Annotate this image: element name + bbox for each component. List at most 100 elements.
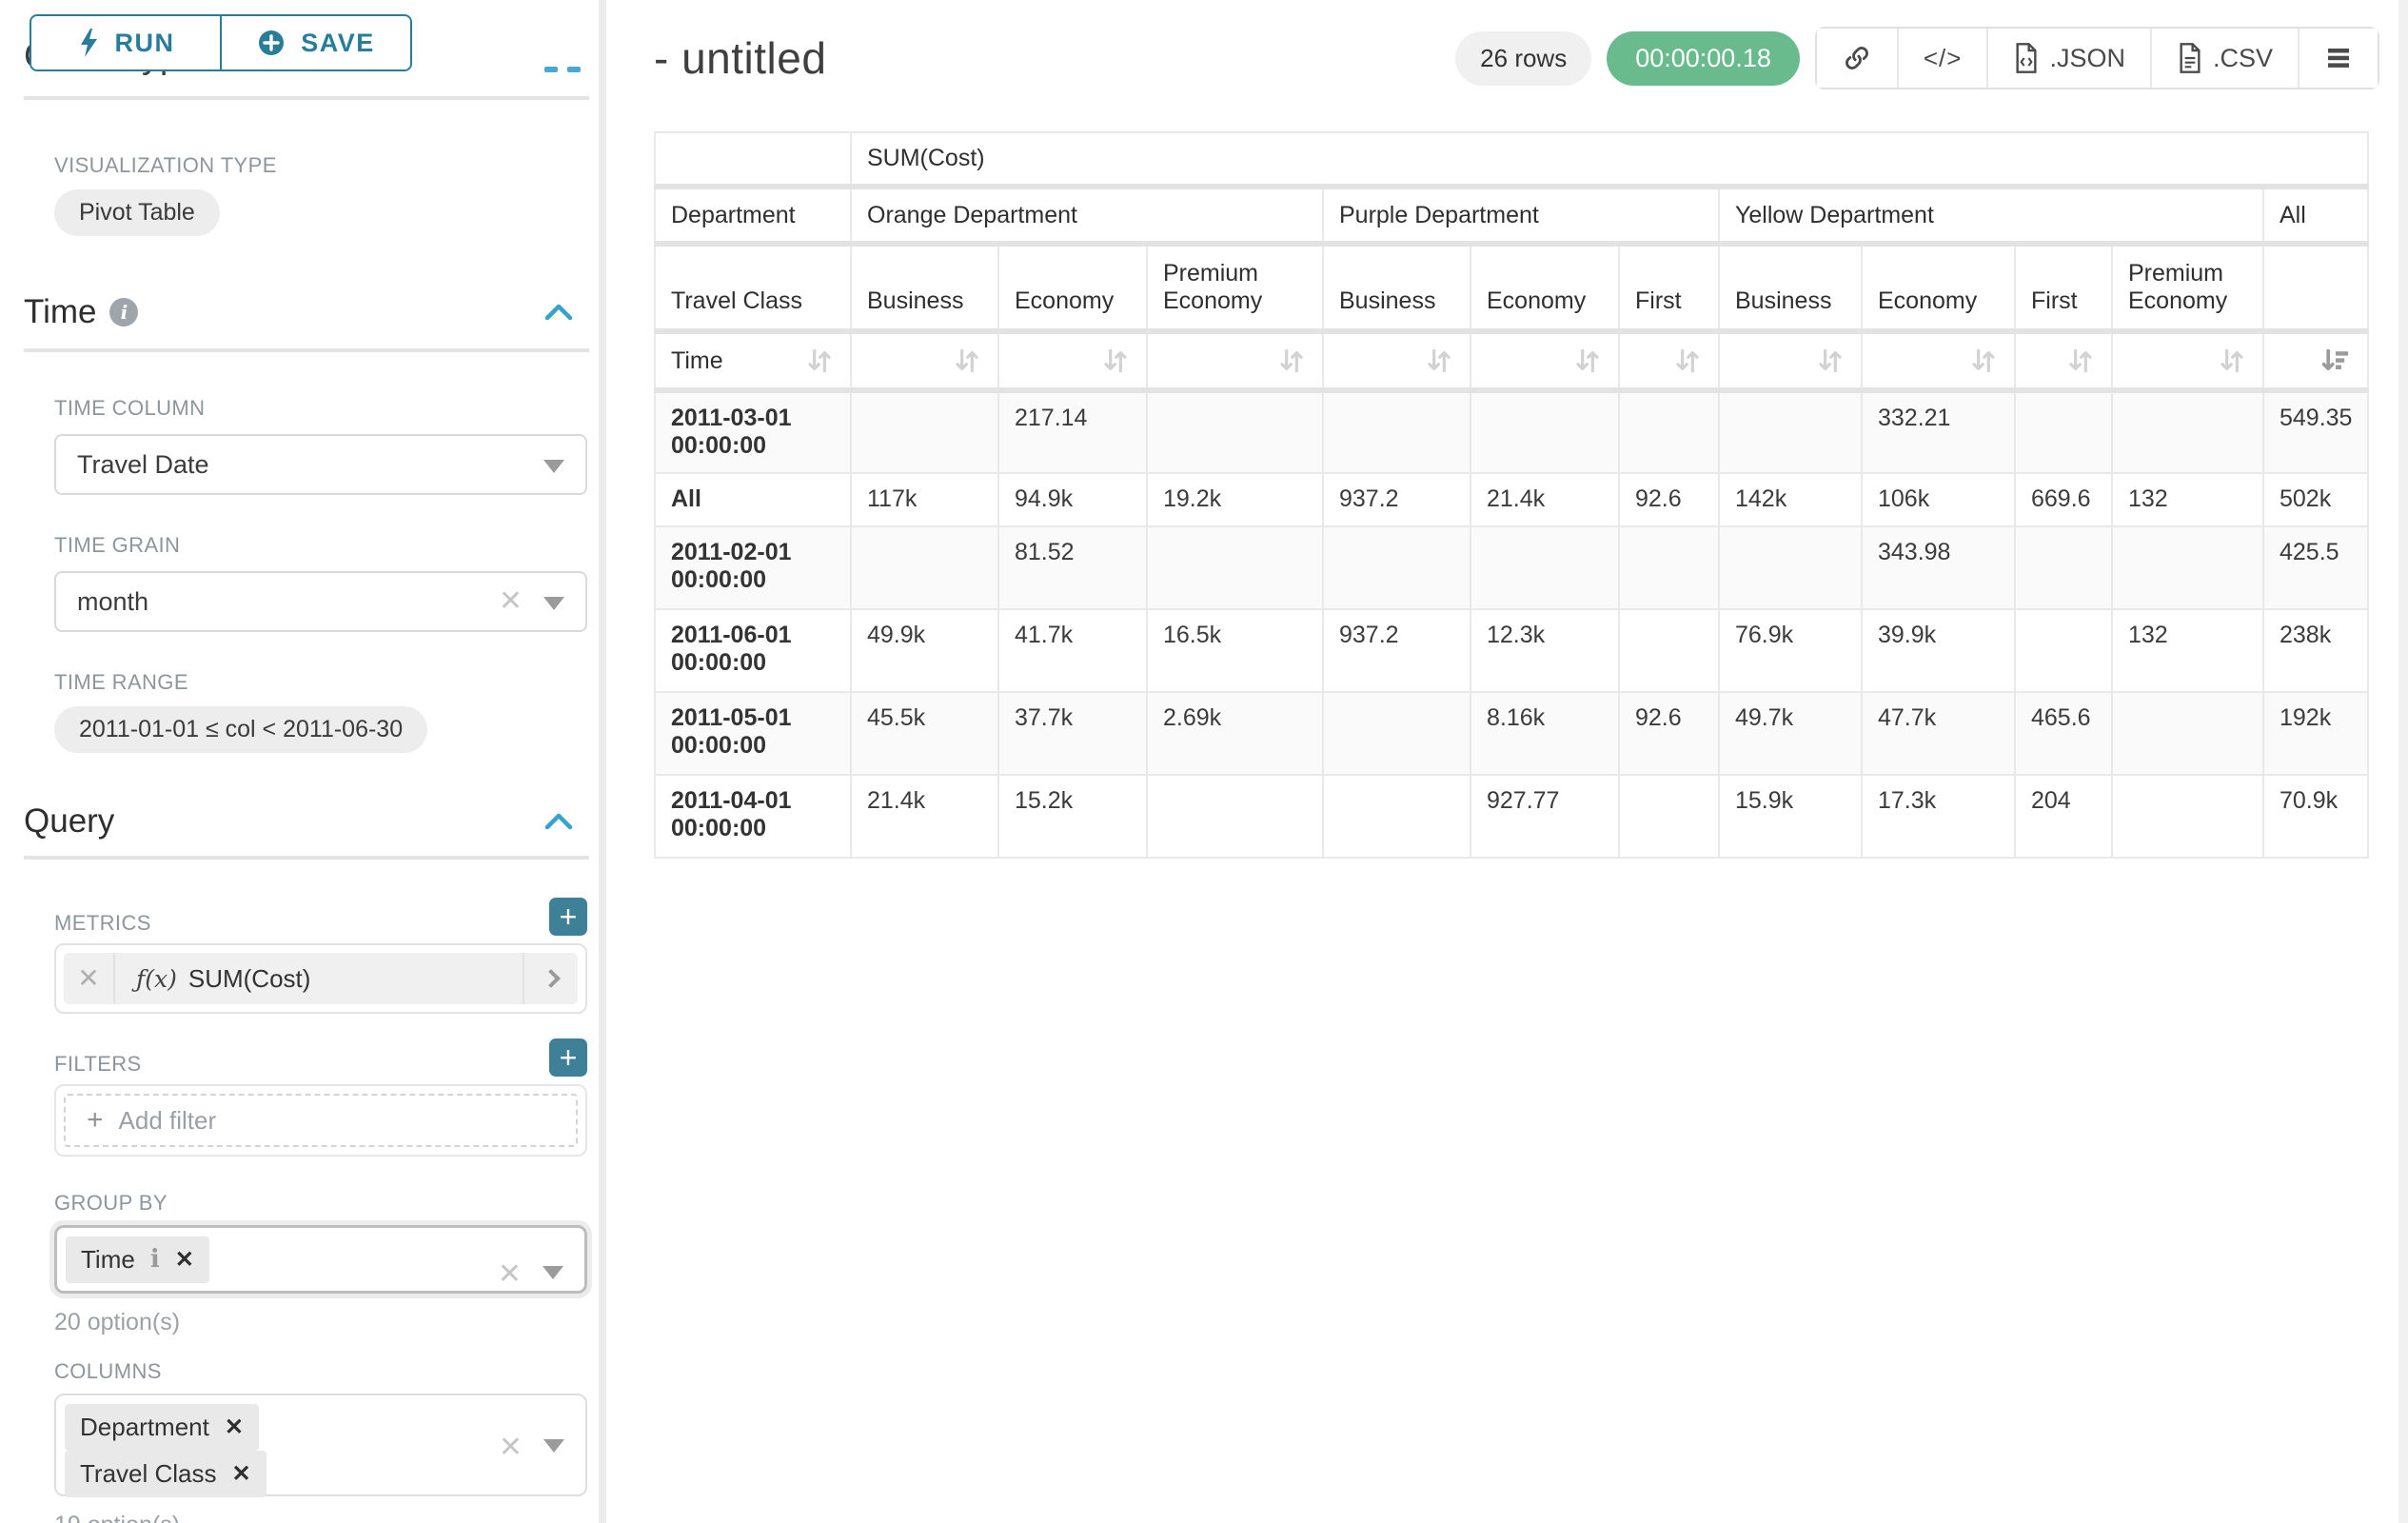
metric-expand-button[interactable] xyxy=(523,953,578,1004)
sort-toggle-icon[interactable] xyxy=(1815,346,1845,376)
sort-toggle-icon[interactable] xyxy=(2217,346,2247,376)
sort-toggle-icon[interactable] xyxy=(1100,346,1131,376)
clear-x-icon[interactable]: ✕ xyxy=(498,1260,522,1289)
pivot-cell: 217.14 xyxy=(998,390,1147,473)
clear-x-icon[interactable]: ✕ xyxy=(499,587,523,616)
remove-tag-icon[interactable]: ✕ xyxy=(225,1414,244,1441)
menu-button[interactable] xyxy=(2298,29,2378,88)
pivot-sub-column-header: Business xyxy=(851,244,998,331)
view-query-button[interactable]: </> xyxy=(1897,29,1987,88)
chart-title[interactable]: - untitled xyxy=(654,32,826,84)
pivot-cell: 15.2k xyxy=(998,775,1147,858)
metric-pill[interactable]: ✕ ƒ(x) SUM(Cost) xyxy=(64,953,578,1004)
pivot-cell: 17.3k xyxy=(1862,775,2015,858)
sort-toggle-icon[interactable] xyxy=(1672,346,1703,376)
export-csv-button[interactable]: .CSV xyxy=(2150,29,2298,88)
pivot-cell: 465.6 xyxy=(2015,692,2112,775)
pivot-cell: 81.52 xyxy=(998,526,1147,609)
visualization-type-pill[interactable]: Pivot Table xyxy=(54,189,220,236)
control-panel: Chart Type RUN SAVE VISUALIZATION TYPE P… xyxy=(0,0,606,1523)
pivot-cell: 16.5k xyxy=(1147,609,1323,692)
lightning-icon xyxy=(77,28,100,58)
remove-metric-icon[interactable]: ✕ xyxy=(64,953,115,1004)
page-scrollbar[interactable] xyxy=(2398,0,2408,1523)
pivot-cell: 117k xyxy=(851,473,998,526)
pivot-data-row: 2011-04-01 00:00:0021.4k15.2k927.7715.9k… xyxy=(655,775,2368,858)
run-button[interactable]: RUN xyxy=(30,14,221,71)
add-metric-button[interactable]: + xyxy=(549,898,587,936)
dropdown-caret-icon xyxy=(543,1439,564,1453)
pivot-cell: 238k xyxy=(2263,609,2368,692)
pivot-cell: 132 xyxy=(2112,473,2263,526)
function-icon: ƒ(x) xyxy=(136,965,177,993)
pivot-cell: 94.9k xyxy=(998,473,1147,526)
pivot-cell xyxy=(1470,526,1619,609)
pivot-sub-column-header: Premium Economy xyxy=(2112,244,2263,331)
time-grain-value: month xyxy=(77,587,148,617)
tag-label: Department xyxy=(80,1413,209,1442)
export-button-group: </> .JSON .CSV xyxy=(1815,27,2379,89)
time-grain-select[interactable]: month ✕ xyxy=(54,571,587,632)
remove-tag-icon[interactable]: ✕ xyxy=(232,1460,251,1488)
sort-desc-active-icon[interactable] xyxy=(2319,346,2352,376)
pivot-row-label: 2011-05-01 00:00:00 xyxy=(655,692,851,775)
sort-toggle-icon[interactable] xyxy=(1968,346,1999,376)
pivot-cell xyxy=(1323,775,1470,858)
time-range-pill[interactable]: 2011-01-01 ≤ col < 2011-06-30 xyxy=(54,706,427,753)
query-section-title: Query xyxy=(24,802,114,841)
sort-toggle-icon[interactable] xyxy=(952,346,982,376)
pivot-cell: 15.9k xyxy=(1719,775,1862,858)
remove-tag-icon[interactable]: ✕ xyxy=(175,1246,194,1274)
pivot-cell xyxy=(1470,390,1619,473)
sort-toggle-icon[interactable] xyxy=(2065,346,2096,376)
pivot-sort-cell xyxy=(1147,331,1323,390)
group-by-options-count: 20 option(s) xyxy=(54,1309,606,1336)
time-range-label: TIME RANGE xyxy=(54,670,606,695)
dropdown-caret-icon xyxy=(543,597,564,610)
pivot-cell: 47.7k xyxy=(1862,692,2015,775)
pivot-cell xyxy=(2015,390,2112,473)
chevron-up-icon[interactable] xyxy=(543,811,574,832)
pivot-data-row: 2011-03-01 00:00:00217.14332.21549.35 xyxy=(655,390,2368,473)
pivot-cell: 132 xyxy=(2112,609,2263,692)
pivot-sub-column-header: First xyxy=(2015,244,2112,331)
pivot-cell: 45.5k xyxy=(851,692,998,775)
dropdown-caret-icon xyxy=(543,460,564,473)
pivot-cell: 343.98 xyxy=(1862,526,2015,609)
group-by-select[interactable]: Time i ✕ ✕ xyxy=(54,1225,587,1294)
save-button[interactable]: SAVE xyxy=(221,14,412,71)
columns-select[interactable]: Department ✕ Travel Class ✕ ✕ xyxy=(54,1394,587,1496)
sort-toggle-icon[interactable] xyxy=(1572,346,1603,376)
time-grain-label: TIME GRAIN xyxy=(54,533,606,558)
pivot-cell: 37.7k xyxy=(998,692,1147,775)
metrics-label: METRICS xyxy=(54,911,151,936)
share-link-button[interactable] xyxy=(1817,29,1897,88)
add-filter-button[interactable]: + Add filter xyxy=(64,1094,578,1147)
columns-tag: Department ✕ xyxy=(65,1404,259,1451)
pivot-cell: 39.9k xyxy=(1862,609,2015,692)
pivot-cell: 669.6 xyxy=(2015,473,2112,526)
pivot-cell xyxy=(2015,526,2112,609)
tag-label: Time xyxy=(81,1245,135,1275)
pivot-sub-column-header: Business xyxy=(1323,244,1470,331)
pivot-sort-row: Time xyxy=(655,331,2368,390)
time-section-header: Time i xyxy=(24,293,587,331)
sort-toggle-icon[interactable] xyxy=(1424,346,1454,376)
time-column-select[interactable]: Travel Date xyxy=(54,434,587,495)
export-json-button[interactable]: .JSON xyxy=(1986,29,2150,88)
sort-toggle-icon[interactable] xyxy=(804,346,835,376)
chevron-up-icon[interactable] xyxy=(543,302,574,323)
row-count-badge: 26 rows xyxy=(1455,31,1591,86)
pivot-cell xyxy=(1147,526,1323,609)
chevron-up-icon xyxy=(567,67,581,72)
clear-x-icon[interactable]: ✕ xyxy=(499,1434,523,1462)
pivot-cell: 204 xyxy=(2015,775,2112,858)
sort-toggle-icon[interactable] xyxy=(1276,346,1307,376)
columns-label: COLUMNS xyxy=(54,1359,606,1384)
add-filter-plus-button[interactable]: + xyxy=(549,1038,587,1077)
pivot-sort-cell xyxy=(1470,331,1619,390)
circle-plus-icon xyxy=(257,29,286,57)
pivot-column-group-header: Orange Department xyxy=(851,187,1323,244)
time-column-value: Travel Date xyxy=(77,450,209,480)
pivot-column-dimension: Department xyxy=(655,187,851,244)
